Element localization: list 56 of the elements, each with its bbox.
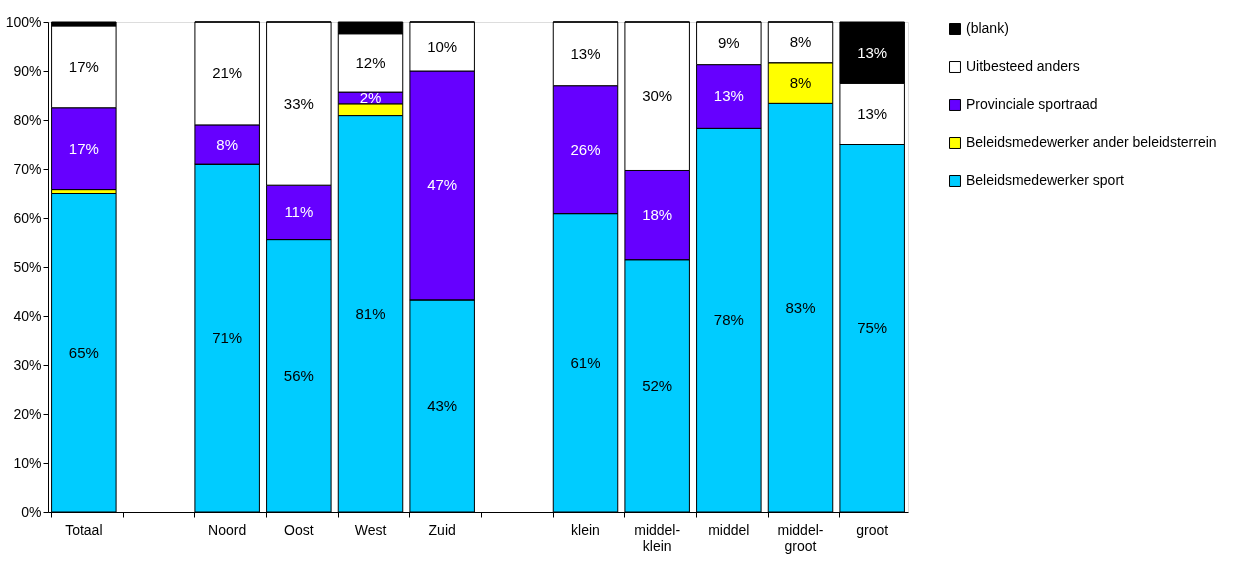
y-tick-label: 0% <box>21 503 42 520</box>
x-tick-label: West <box>354 521 387 538</box>
data-label: 81% <box>355 304 386 322</box>
data-label: 56% <box>283 366 314 384</box>
data-label: 78% <box>713 311 744 329</box>
data-label: 8% <box>216 135 239 153</box>
y-tick-label: 80% <box>13 111 42 128</box>
data-label: 12% <box>355 53 386 71</box>
x-tick-label: middel <box>708 521 750 538</box>
legend-label: (blank) <box>966 20 1009 36</box>
data-label: 8% <box>789 74 812 91</box>
data-label: 30% <box>642 87 673 105</box>
x-tick-label: klein <box>571 521 600 538</box>
y-tick-label: 30% <box>13 356 42 373</box>
data-label: 13% <box>857 43 888 61</box>
y-tick-label: 40% <box>13 307 42 324</box>
legend-label: Uitbesteed anders <box>966 58 1080 74</box>
data-label: 10% <box>427 37 458 55</box>
legend-label: Beleidsmedewerker ander beleidsterrein <box>966 134 1217 150</box>
data-label: 71% <box>212 329 243 347</box>
data-label: 83% <box>785 298 816 316</box>
data-label: 8% <box>789 33 812 51</box>
data-label: 61% <box>570 353 601 371</box>
x-tick-label: Totaal <box>65 521 103 538</box>
legend-label: Provinciale sportraad <box>966 96 1098 112</box>
x-tick-label: Oost <box>284 521 314 538</box>
y-tick-label: 50% <box>13 258 42 275</box>
y-tick-label: 20% <box>13 405 42 422</box>
y-tick-label: 100% <box>5 13 42 30</box>
data-label: 52% <box>642 376 673 394</box>
y-tick-label: 60% <box>13 209 42 226</box>
x-tick-label: Noord <box>208 521 247 538</box>
data-label: 9% <box>717 34 740 52</box>
x-tick-label: middel-groot <box>777 521 824 554</box>
data-label: 13% <box>713 87 744 105</box>
y-tick-label: 10% <box>13 454 42 471</box>
data-label: 13% <box>857 104 888 122</box>
y-tick-label: 90% <box>13 62 42 79</box>
data-label: 17% <box>68 139 99 157</box>
data-label: 75% <box>857 319 888 337</box>
data-label: 47% <box>427 176 458 194</box>
x-tick-label: middel-klein <box>634 521 681 554</box>
x-tick-label: groot <box>856 521 889 538</box>
data-label: 33% <box>283 94 314 112</box>
data-label: 17% <box>68 57 99 75</box>
data-label: 11% <box>284 203 314 221</box>
y-tick-label: 70% <box>13 160 42 177</box>
data-label: 13% <box>570 44 601 62</box>
data-label: 65% <box>68 343 99 361</box>
x-tick-label: Zuid <box>428 521 456 538</box>
data-label: 21% <box>212 64 243 82</box>
data-label: 2% <box>359 88 382 106</box>
data-label: 43% <box>427 396 458 414</box>
data-label: 26% <box>570 140 601 158</box>
legend-label: Beleidsmedewerker sport <box>966 172 1125 188</box>
data-label: 18% <box>642 206 673 224</box>
